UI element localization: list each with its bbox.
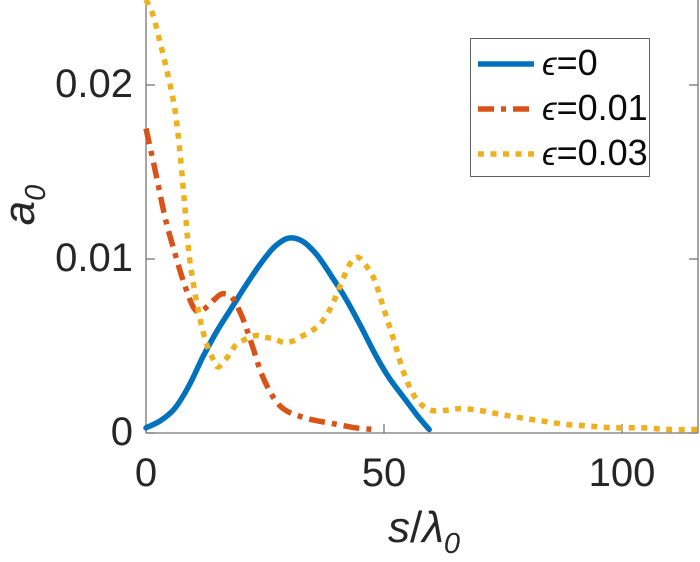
curve-epsilon=0 — [143, 235, 432, 433]
epsilon-symbol: ϵ — [542, 135, 557, 172]
legend-label-value: =0.01 — [556, 87, 648, 128]
epsilon-symbol: ϵ — [542, 90, 557, 127]
curve-epsilon=0.01 — [143, 127, 375, 433]
x-axis-label-subscript: 0 — [443, 528, 461, 561]
legend-line-sample-dashdot — [478, 105, 534, 112]
y-tick-label: 0 — [110, 410, 133, 454]
y-axis-label-var: a — [0, 201, 44, 225]
legend-label-value: =0 — [556, 42, 598, 83]
legend-item-epsilon-0.03: ϵ=0.03 — [471, 131, 649, 176]
legend-label-value: =0.03 — [556, 132, 648, 173]
legend-item-epsilon-0.01: ϵ=0.01 — [471, 86, 649, 131]
x-tick-label: 100 — [588, 451, 656, 495]
curve-epsilon=0.03 — [143, 0, 699, 433]
legend-line-sample-solid — [478, 60, 534, 67]
x-axis-label-greek: λ — [422, 503, 444, 552]
legend: ϵ=0 ϵ=0.01 ϵ=0.03 — [470, 38, 650, 177]
legend-label: ϵ=0 — [542, 45, 598, 82]
x-tick-label: 0 — [134, 451, 158, 495]
y-tick-label: 0.02 — [55, 62, 133, 106]
y-tick-label: 0.01 — [55, 236, 133, 280]
x-axis-label-slash: / — [409, 503, 423, 552]
x-tick-label: 50 — [361, 451, 407, 495]
legend-line-sample-dotted — [478, 150, 534, 157]
epsilon-symbol: ϵ — [542, 45, 557, 82]
x-axis-label: s/λ0 — [387, 503, 460, 560]
legend-label: ϵ=0.01 — [542, 90, 648, 127]
y-axis-label: a0 — [0, 185, 52, 226]
legend-item-epsilon-0: ϵ=0 — [471, 41, 649, 86]
legend-label: ϵ=0.03 — [542, 135, 648, 172]
x-axis-label-var: s — [387, 503, 410, 552]
y-axis-label-subscript: 0 — [20, 184, 53, 201]
